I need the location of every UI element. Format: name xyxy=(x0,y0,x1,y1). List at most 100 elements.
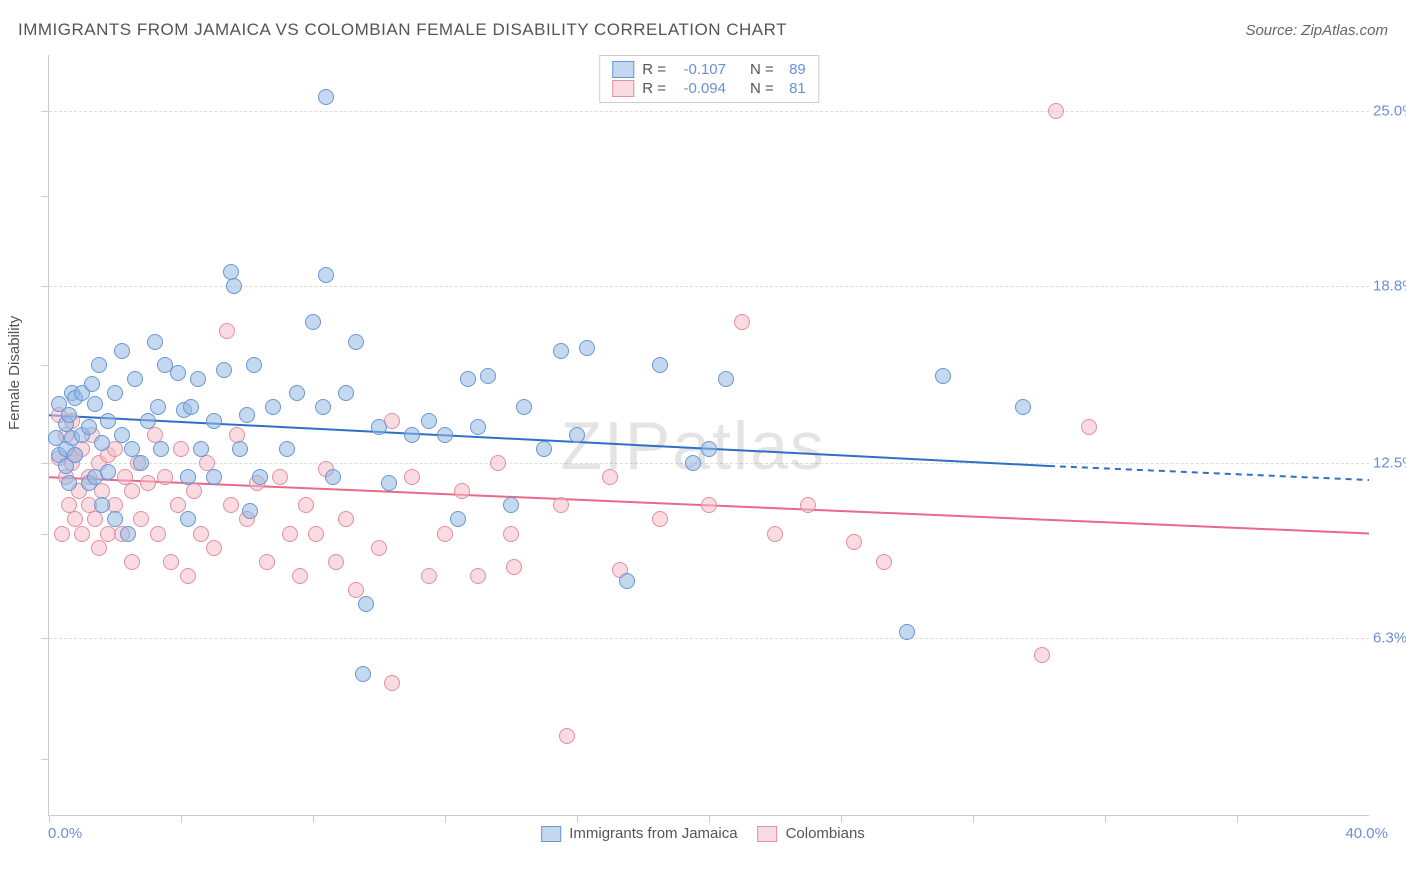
point-blue xyxy=(315,399,331,415)
series-legend: Immigrants from Jamaica Colombians xyxy=(541,825,865,842)
point-pink xyxy=(173,441,189,457)
legend-item-blue: Immigrants from Jamaica xyxy=(541,825,737,842)
r-value-pink: -0.094 xyxy=(674,80,726,97)
point-blue xyxy=(91,357,107,373)
point-pink xyxy=(421,568,437,584)
point-blue xyxy=(252,469,268,485)
point-pink xyxy=(553,497,569,513)
point-blue xyxy=(127,371,143,387)
point-pink xyxy=(219,323,235,339)
point-blue xyxy=(100,464,116,480)
point-pink xyxy=(223,497,239,513)
point-pink xyxy=(800,497,816,513)
y-tick-label: 25.0% xyxy=(1373,103,1406,120)
point-pink xyxy=(846,534,862,550)
point-pink xyxy=(338,511,354,527)
point-blue xyxy=(318,267,334,283)
r-label: R = xyxy=(642,61,666,78)
point-blue xyxy=(279,441,295,457)
point-blue xyxy=(61,475,77,491)
point-blue xyxy=(140,413,156,429)
point-blue xyxy=(94,435,110,451)
point-blue xyxy=(94,497,110,513)
point-pink xyxy=(767,526,783,542)
point-blue xyxy=(338,385,354,401)
point-blue xyxy=(503,497,519,513)
point-pink xyxy=(133,511,149,527)
point-pink xyxy=(348,582,364,598)
point-blue xyxy=(107,511,123,527)
r-label: R = xyxy=(642,80,666,97)
point-blue xyxy=(516,399,532,415)
point-pink xyxy=(282,526,298,542)
point-blue xyxy=(232,441,248,457)
point-pink xyxy=(437,526,453,542)
point-pink xyxy=(1034,647,1050,663)
point-blue xyxy=(239,407,255,423)
point-blue xyxy=(652,357,668,373)
point-pink xyxy=(157,469,173,485)
point-pink xyxy=(1081,419,1097,435)
point-pink xyxy=(602,469,618,485)
legend-swatch-pink xyxy=(612,80,634,97)
point-pink xyxy=(1048,103,1064,119)
point-blue xyxy=(153,441,169,457)
point-blue xyxy=(180,469,196,485)
point-blue xyxy=(358,596,374,612)
n-label: N = xyxy=(750,80,774,97)
point-blue xyxy=(404,427,420,443)
point-blue xyxy=(133,455,149,471)
point-blue xyxy=(381,475,397,491)
point-pink xyxy=(193,526,209,542)
point-blue xyxy=(124,441,140,457)
r-value-blue: -0.107 xyxy=(674,61,726,78)
point-blue xyxy=(371,419,387,435)
legend-row-blue: R = -0.107 N = 89 xyxy=(612,60,806,79)
point-pink xyxy=(298,497,314,513)
legend-row-pink: R = -0.094 N = 81 xyxy=(612,79,806,98)
point-blue xyxy=(421,413,437,429)
point-blue xyxy=(114,343,130,359)
point-blue xyxy=(87,396,103,412)
point-blue xyxy=(470,419,486,435)
point-pink xyxy=(490,455,506,471)
point-blue xyxy=(1015,399,1031,415)
point-pink xyxy=(124,483,140,499)
point-blue xyxy=(81,419,97,435)
point-pink xyxy=(454,483,470,499)
point-blue xyxy=(120,526,136,542)
legend-swatch-blue xyxy=(612,61,634,78)
chart-title: IMMIGRANTS FROM JAMAICA VS COLOMBIAN FEM… xyxy=(18,20,787,40)
point-blue xyxy=(246,357,262,373)
x-axis-max-label: 40.0% xyxy=(1345,825,1388,842)
point-pink xyxy=(734,314,750,330)
point-pink xyxy=(404,469,420,485)
point-blue xyxy=(242,503,258,519)
point-blue xyxy=(193,441,209,457)
point-pink xyxy=(701,497,717,513)
point-blue xyxy=(289,385,305,401)
point-blue xyxy=(305,314,321,330)
point-pink xyxy=(292,568,308,584)
point-pink xyxy=(506,559,522,575)
point-pink xyxy=(124,554,140,570)
scatter-points xyxy=(49,55,1369,815)
scatter-chart: ZIPatlas R = -0.107 N = 89 R = -0.094 N … xyxy=(48,55,1369,816)
point-blue xyxy=(147,334,163,350)
n-label: N = xyxy=(750,61,774,78)
point-pink xyxy=(170,497,186,513)
point-blue xyxy=(450,511,466,527)
point-blue xyxy=(553,343,569,359)
point-pink xyxy=(180,568,196,584)
point-pink xyxy=(272,469,288,485)
point-pink xyxy=(503,526,519,542)
point-pink xyxy=(652,511,668,527)
legend-label-blue: Immigrants from Jamaica xyxy=(569,825,737,842)
point-blue xyxy=(437,427,453,443)
point-blue xyxy=(355,666,371,682)
n-value-blue: 89 xyxy=(782,61,806,78)
point-pink xyxy=(150,526,166,542)
point-blue xyxy=(206,413,222,429)
y-tick-label: 12.5% xyxy=(1373,455,1406,472)
legend-label-pink: Colombians xyxy=(786,825,865,842)
